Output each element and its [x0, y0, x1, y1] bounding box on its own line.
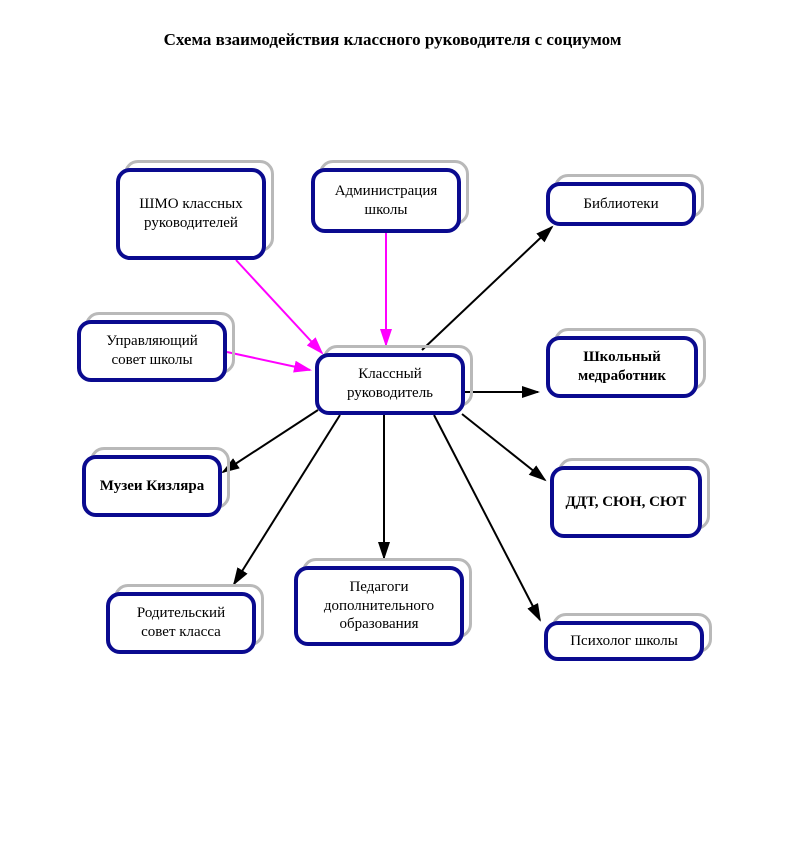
node-shmo: ШМО классных руководителей [116, 168, 266, 260]
node-box: Школьный медработник [546, 336, 698, 398]
node-parents: Родительский совет класса [106, 592, 256, 654]
node-medic: Школьный медработник [546, 336, 698, 398]
diagram-title: Схема взаимодействия классного руководит… [0, 30, 785, 50]
node-library: Библиотеки [546, 182, 696, 226]
node-box: Педагоги дополнительного образования [294, 566, 464, 646]
node-museums: Музеи Кизляра [82, 455, 222, 517]
node-pedagogi: Педагоги дополнительного образования [294, 566, 464, 646]
node-box: Библиотеки [546, 182, 696, 226]
arrow [422, 227, 552, 350]
arrow [236, 260, 322, 353]
arrow [462, 414, 545, 480]
node-box: Психолог школы [544, 621, 704, 661]
node-box: Классный руководитель [315, 353, 465, 415]
arrow [223, 410, 318, 472]
node-box: Управляющий совет школы [77, 320, 227, 382]
node-sovet-school: Управляющий совет школы [77, 320, 227, 382]
node-box: Музеи Кизляра [82, 455, 222, 517]
node-ddt: ДДТ, СЮН, СЮТ [550, 466, 702, 538]
arrows-layer [0, 0, 785, 844]
node-box: ШМО классных руководителей [116, 168, 266, 260]
node-box: Родительский совет класса [106, 592, 256, 654]
node-box: Администрация школы [311, 168, 461, 233]
node-center: Классный руководитель [315, 353, 465, 415]
node-psych: Психолог школы [544, 621, 704, 661]
arrow [227, 352, 310, 370]
node-admin: Администрация школы [311, 168, 461, 233]
node-box: ДДТ, СЮН, СЮТ [550, 466, 702, 538]
